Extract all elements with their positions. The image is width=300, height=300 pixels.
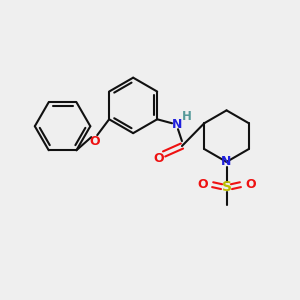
- Text: N: N: [172, 118, 182, 131]
- Text: O: O: [197, 178, 208, 191]
- Text: O: O: [154, 152, 164, 165]
- Text: H: H: [182, 110, 192, 123]
- Text: N: N: [221, 155, 232, 168]
- Text: O: O: [89, 135, 100, 148]
- Text: S: S: [221, 180, 232, 194]
- Text: O: O: [245, 178, 256, 191]
